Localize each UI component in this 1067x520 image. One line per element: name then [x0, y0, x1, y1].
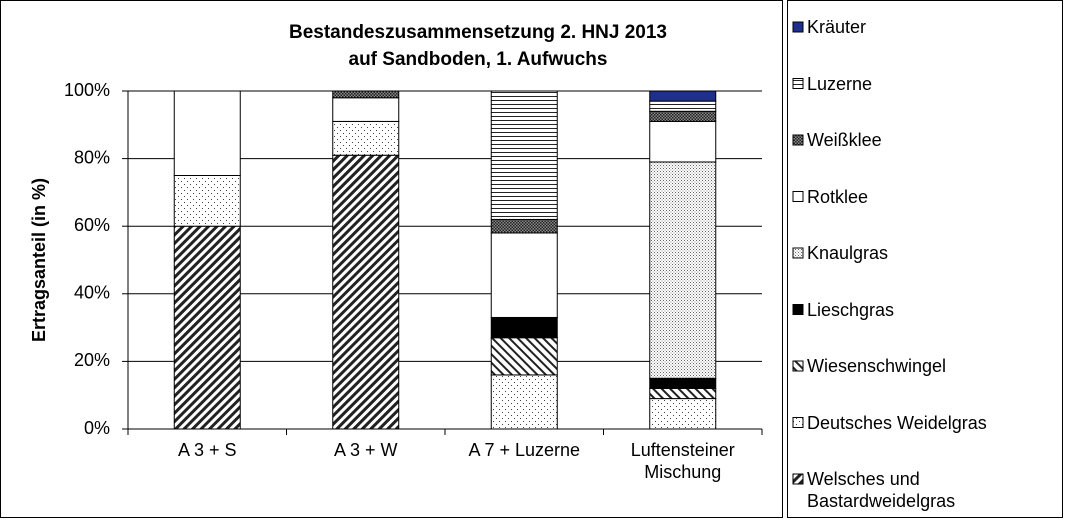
bar-segment [490, 218, 558, 234]
bar-segment [649, 120, 717, 163]
legend-label: Luzerne [807, 73, 873, 94]
chart-title: Bestandeszusammensetzung 2. HNJ 2013 [289, 22, 667, 43]
y-tick-label: 100% [64, 80, 110, 100]
legend-label: Welsches und Bastardweidelgras [807, 469, 956, 511]
bar-segment [332, 154, 400, 430]
legend-label: Wiesenschwingel [807, 356, 947, 376]
legend-swatch [792, 191, 804, 202]
legend-swatch [792, 417, 804, 428]
legend-label: Kräuter [807, 17, 867, 37]
bar-segment [490, 337, 558, 376]
y-tick-label: 0% [84, 418, 110, 438]
bar-segment [173, 225, 241, 430]
bar-segment [649, 387, 717, 400]
chart-title: auf Sandboden, 1. Aufwuchs [349, 49, 608, 70]
bar-segment [649, 90, 717, 102]
bar-segment [173, 90, 241, 176]
bar-segment [649, 110, 717, 122]
y-tick-label: 40% [74, 283, 110, 303]
legend-swatch [792, 21, 804, 33]
legend-swatch [792, 247, 804, 259]
bar-segment [649, 100, 717, 112]
x-tick-label: A 7 + Luzerne [468, 440, 581, 460]
chart-frame [0, 0, 783, 518]
bar-segment [490, 374, 558, 430]
bar-segment [649, 377, 717, 389]
bar-segment [332, 90, 400, 99]
bar-segment [490, 90, 558, 220]
legend-swatch [792, 360, 804, 372]
bar-segment [649, 398, 717, 430]
legend-swatch [792, 78, 804, 89]
bar-segment [332, 120, 400, 156]
y-tick-label: 60% [74, 215, 110, 235]
bar-segment [490, 316, 558, 339]
bar-segment [173, 175, 241, 227]
legend-label: Rotklee [807, 186, 869, 207]
legend-label: Knaulgras [807, 243, 889, 263]
legend-label: Deutsches Weidelgras [807, 412, 987, 433]
legend-swatch [792, 473, 804, 485]
y-axis-label: Ertragsanteil (in %) [29, 178, 49, 342]
legend-frame [787, 0, 1063, 518]
bar-segment [490, 232, 558, 318]
y-tick-label: 20% [74, 350, 110, 370]
x-tick-label: Luftensteiner Mischung [630, 440, 735, 482]
bar-segment [649, 161, 717, 379]
legend-label: Weißklee [807, 130, 882, 150]
y-tick-label: 80% [74, 147, 110, 167]
bar-segment [332, 97, 400, 122]
x-tick-label: A 3 + S [177, 440, 237, 460]
legend-swatch [792, 304, 804, 315]
legend-label: Lieschgras [807, 299, 895, 320]
x-tick-label: A 3 + W [333, 440, 398, 460]
legend-swatch [792, 134, 804, 146]
